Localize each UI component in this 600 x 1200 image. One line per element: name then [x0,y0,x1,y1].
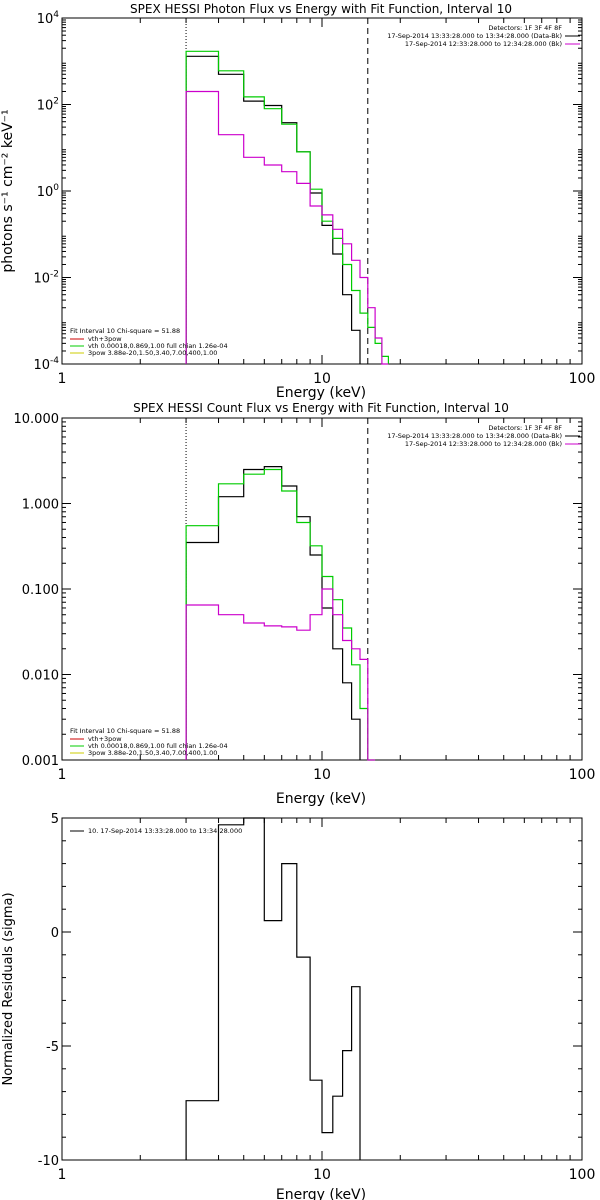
x-tick-label: 100 [569,767,596,783]
x-tick-label: 10 [313,1167,331,1183]
legend-fit: Fit Interval 10 Chi-square = 51.88 vth+3… [70,727,228,757]
legend-data-bk: 17-Sep-2014 13:33:28.000 to 13:34:28.000… [387,432,562,440]
y-tick-label: 5 [51,812,59,827]
legend-item-vth-3pow: vth+3pow [88,735,122,743]
legend-top-left: 10. 17-Sep-2014 13:33:28.000 to 13:34:28… [70,827,242,835]
y-tick-label: 10.000 [14,412,60,427]
y-axis-label: photons s⁻¹ cm⁻² keV⁻¹ [0,109,16,272]
legend-bk: 17-Sep-2014 12:33:28.000 to 12:34:28.000… [405,440,562,448]
series-line-0 [185,55,361,364]
y-tick-label: 10-4 [33,356,59,373]
legend-data-bk: 17-Sep-2014 13:33:28.000 to 13:34:28.000… [387,32,562,40]
legend-fit-header: Fit Interval 10 Chi-square = 51.88 [70,727,180,735]
y-tick-label: 100 [37,183,60,200]
legend-item-vth: vth 0.00018,0.869,1.00 full chian 1.26e-… [88,742,228,750]
axis-ticks: 1 10 100 -10 -5 0 5 [38,812,596,1183]
series-group [185,50,389,365]
axis-ticks: 1 10 100 0.001 0.010 0.100 1.000 10.000 [14,412,596,783]
x-tick-label: 1 [58,767,67,783]
legend-top-right: Detectors: 1F 3F 4F 8F 17-Sep-2014 13:33… [387,424,580,448]
residuals-panel: 1 10 100 -10 -5 0 5 Energy (keV) Normalized Re… [1,812,595,1200]
x-tick-label: 10 [313,767,331,783]
x-tick-label: 1 [58,371,67,387]
legend-item-3pow: 3pow 3.88e-20,1.50,3.40,7.00,400,1.00 [88,349,217,357]
y-tick-label: 0.001 [22,754,59,769]
series-group [185,466,376,761]
y-tick-label: 1.000 [22,498,59,513]
chart-title: SPEX HESSI Count Flux vs Energy with Fit… [133,401,509,415]
legend-fit: Fit Interval 10 Chi-square = 51.88 vth+3… [70,327,228,357]
legend-item-vth: vth 0.00018,0.869,1.00 full chian 1.26e-… [88,342,228,350]
y-tick-label: -10 [38,1154,59,1169]
x-axis-label: Energy (keV) [276,1187,366,1200]
y-tick-label: 0.100 [22,583,59,598]
series-line-2 [185,90,389,365]
series-line-1 [185,50,389,364]
legend-fit-header: Fit Interval 10 Chi-square = 51.88 [70,327,180,335]
legend-top-right: Detectors: 1F 3F 4F 8F 17-Sep-2014 13:33… [387,24,580,48]
series-line-0 [185,817,361,1160]
legend-item-vth-3pow: vth+3pow [88,335,122,343]
legend-detectors: Detectors: 1F 3F 4F 8F [488,424,562,432]
y-tick-label: 0 [51,926,59,941]
y-tick-label: 0.010 [22,669,59,684]
series-line-1 [185,468,376,761]
x-axis-label: Energy (keV) [276,385,366,401]
y-axis-label: Normalized Residuals (sigma) [1,892,16,1085]
count-flux-panel: SPEX HESSI Count Flux vs Energy with Fit… [14,401,596,807]
axis-ticks: 1 10 100 10-4 10-2 100 102 104 [33,10,595,387]
legend-bk: 17-Sep-2014 12:33:28.000 to 12:34:28.000… [405,40,562,48]
series-line-0 [185,466,361,760]
range-markers [185,18,369,364]
legend-item-3pow: 3pow 3.88e-20,1.50,3.40,7.00,400,1.00 [88,749,217,757]
photon-flux-panel: SPEX HESSI Photon Flux vs Energy with Fi… [0,2,595,401]
chart-title: SPEX HESSI Photon Flux vs Energy with Fi… [130,2,512,16]
x-tick-label: 1 [58,1167,67,1183]
y-tick-label: 102 [37,97,59,114]
y-tick-label: 10-2 [33,270,59,287]
legend-item-interval: 10. 17-Sep-2014 13:33:28.000 to 13:34:28… [88,827,242,835]
series-group [185,817,361,1160]
x-tick-label: 100 [569,371,596,387]
y-tick-label: 104 [37,10,60,27]
legend-detectors: Detectors: 1F 3F 4F 8F [488,24,562,32]
x-axis-label: Energy (keV) [276,791,366,807]
x-tick-label: 10 [313,371,331,387]
series-line-2 [185,588,376,761]
y-tick-label: -5 [46,1040,59,1055]
x-tick-label: 100 [569,1167,596,1183]
